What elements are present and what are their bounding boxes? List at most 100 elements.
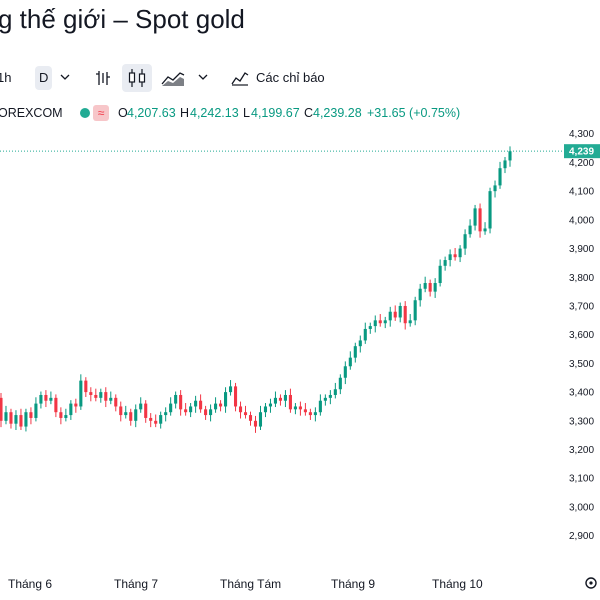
candle	[493, 180, 497, 198]
candle	[139, 397, 143, 413]
candle-body	[368, 326, 372, 329]
candle	[34, 397, 38, 422]
candle	[433, 278, 437, 298]
candle-body	[323, 397, 327, 401]
candle-body	[398, 305, 402, 318]
candle-body	[263, 406, 268, 413]
candle-body	[333, 389, 337, 395]
candle-body	[199, 400, 203, 410]
candle-body	[69, 403, 73, 416]
candle	[413, 296, 417, 326]
candle-body	[328, 394, 332, 398]
candle	[119, 401, 123, 422]
y-tick-label: 2,900	[569, 531, 594, 542]
candle	[14, 410, 18, 431]
candle-body	[114, 397, 118, 407]
candle-body	[44, 394, 48, 401]
indicators-button[interactable]: Các chỉ báo	[256, 70, 325, 85]
candle	[248, 411, 253, 426]
candle	[59, 407, 63, 425]
candle-body	[423, 283, 427, 289]
candle-body	[214, 403, 218, 410]
candle	[428, 279, 432, 297]
candle-body	[24, 412, 28, 427]
candle	[508, 146, 512, 167]
candle-body	[243, 412, 248, 416]
chevron-down-icon[interactable]	[198, 72, 208, 104]
candle-body	[403, 305, 407, 324]
low-label: L	[243, 106, 250, 120]
candle	[164, 407, 168, 422]
close-value: 4,239.28	[313, 106, 362, 120]
candle-body	[273, 397, 278, 404]
candle	[293, 403, 297, 415]
candle-body	[298, 406, 302, 410]
symbol-source[interactable]: OREXCOM	[0, 106, 63, 120]
candle-body	[418, 288, 422, 301]
bar-chart-icon[interactable]	[94, 69, 112, 101]
candle-body	[363, 328, 367, 341]
candle	[253, 415, 258, 433]
candle-body	[383, 320, 387, 324]
y-tick-label: 3,100	[569, 474, 594, 485]
candle	[283, 390, 287, 408]
candle	[64, 408, 68, 422]
price-axis: 4,300 4,200 4,100 4,000 3,900 3,800 3,700 3,600…	[569, 129, 594, 542]
chevron-down-icon[interactable]	[60, 72, 70, 104]
market-status-dot	[80, 108, 90, 118]
indicators-icon[interactable]	[231, 70, 249, 102]
candle	[44, 390, 48, 408]
candle-body	[59, 412, 63, 418]
candle	[398, 302, 402, 323]
candle	[458, 245, 462, 263]
area-chart-icon[interactable]	[161, 69, 185, 101]
candle-body	[19, 415, 23, 427]
candle-body	[478, 208, 482, 232]
candle	[104, 387, 108, 408]
open-label: O	[118, 106, 128, 120]
candle	[179, 390, 183, 416]
y-tick-label: 3,400	[569, 388, 594, 399]
candle	[0, 392, 3, 428]
candle-body	[433, 283, 437, 292]
candle-body	[124, 412, 128, 416]
candle-body	[313, 412, 317, 416]
x-tick-label: Tháng Tám	[220, 577, 281, 591]
candlestick-icon[interactable]	[122, 64, 152, 92]
y-tick-label: 3,200	[569, 445, 594, 456]
high-value: 4,242.13	[190, 106, 239, 120]
candle-body	[493, 185, 497, 192]
candle	[233, 382, 238, 412]
candle-body	[84, 380, 88, 393]
candle	[288, 388, 292, 413]
candle-body	[164, 412, 168, 416]
candle-body	[79, 380, 83, 407]
candle-body	[154, 420, 158, 424]
candle-body	[159, 415, 163, 424]
candle	[159, 411, 163, 429]
candle	[483, 222, 487, 235]
candle	[278, 394, 282, 406]
candle	[169, 397, 173, 416]
candle-body	[9, 412, 13, 424]
candle-body	[393, 311, 397, 318]
candles	[0, 146, 512, 433]
interval-1h-button[interactable]: 1h	[0, 70, 12, 85]
candle	[393, 305, 397, 321]
interval-d-button[interactable]: D	[35, 66, 53, 90]
candle	[403, 301, 407, 330]
candle	[448, 249, 452, 267]
candle-body	[139, 403, 143, 410]
candle	[124, 405, 128, 419]
candle	[74, 398, 78, 413]
candle-body	[308, 412, 312, 416]
candle	[423, 276, 427, 293]
candle-body	[343, 366, 347, 378]
settings-icon[interactable]	[585, 577, 597, 589]
candle	[224, 387, 228, 413]
candle	[348, 351, 352, 370]
candle	[99, 388, 103, 403]
y-tick-label: 3,900	[569, 244, 594, 255]
candle-body	[89, 392, 93, 395]
